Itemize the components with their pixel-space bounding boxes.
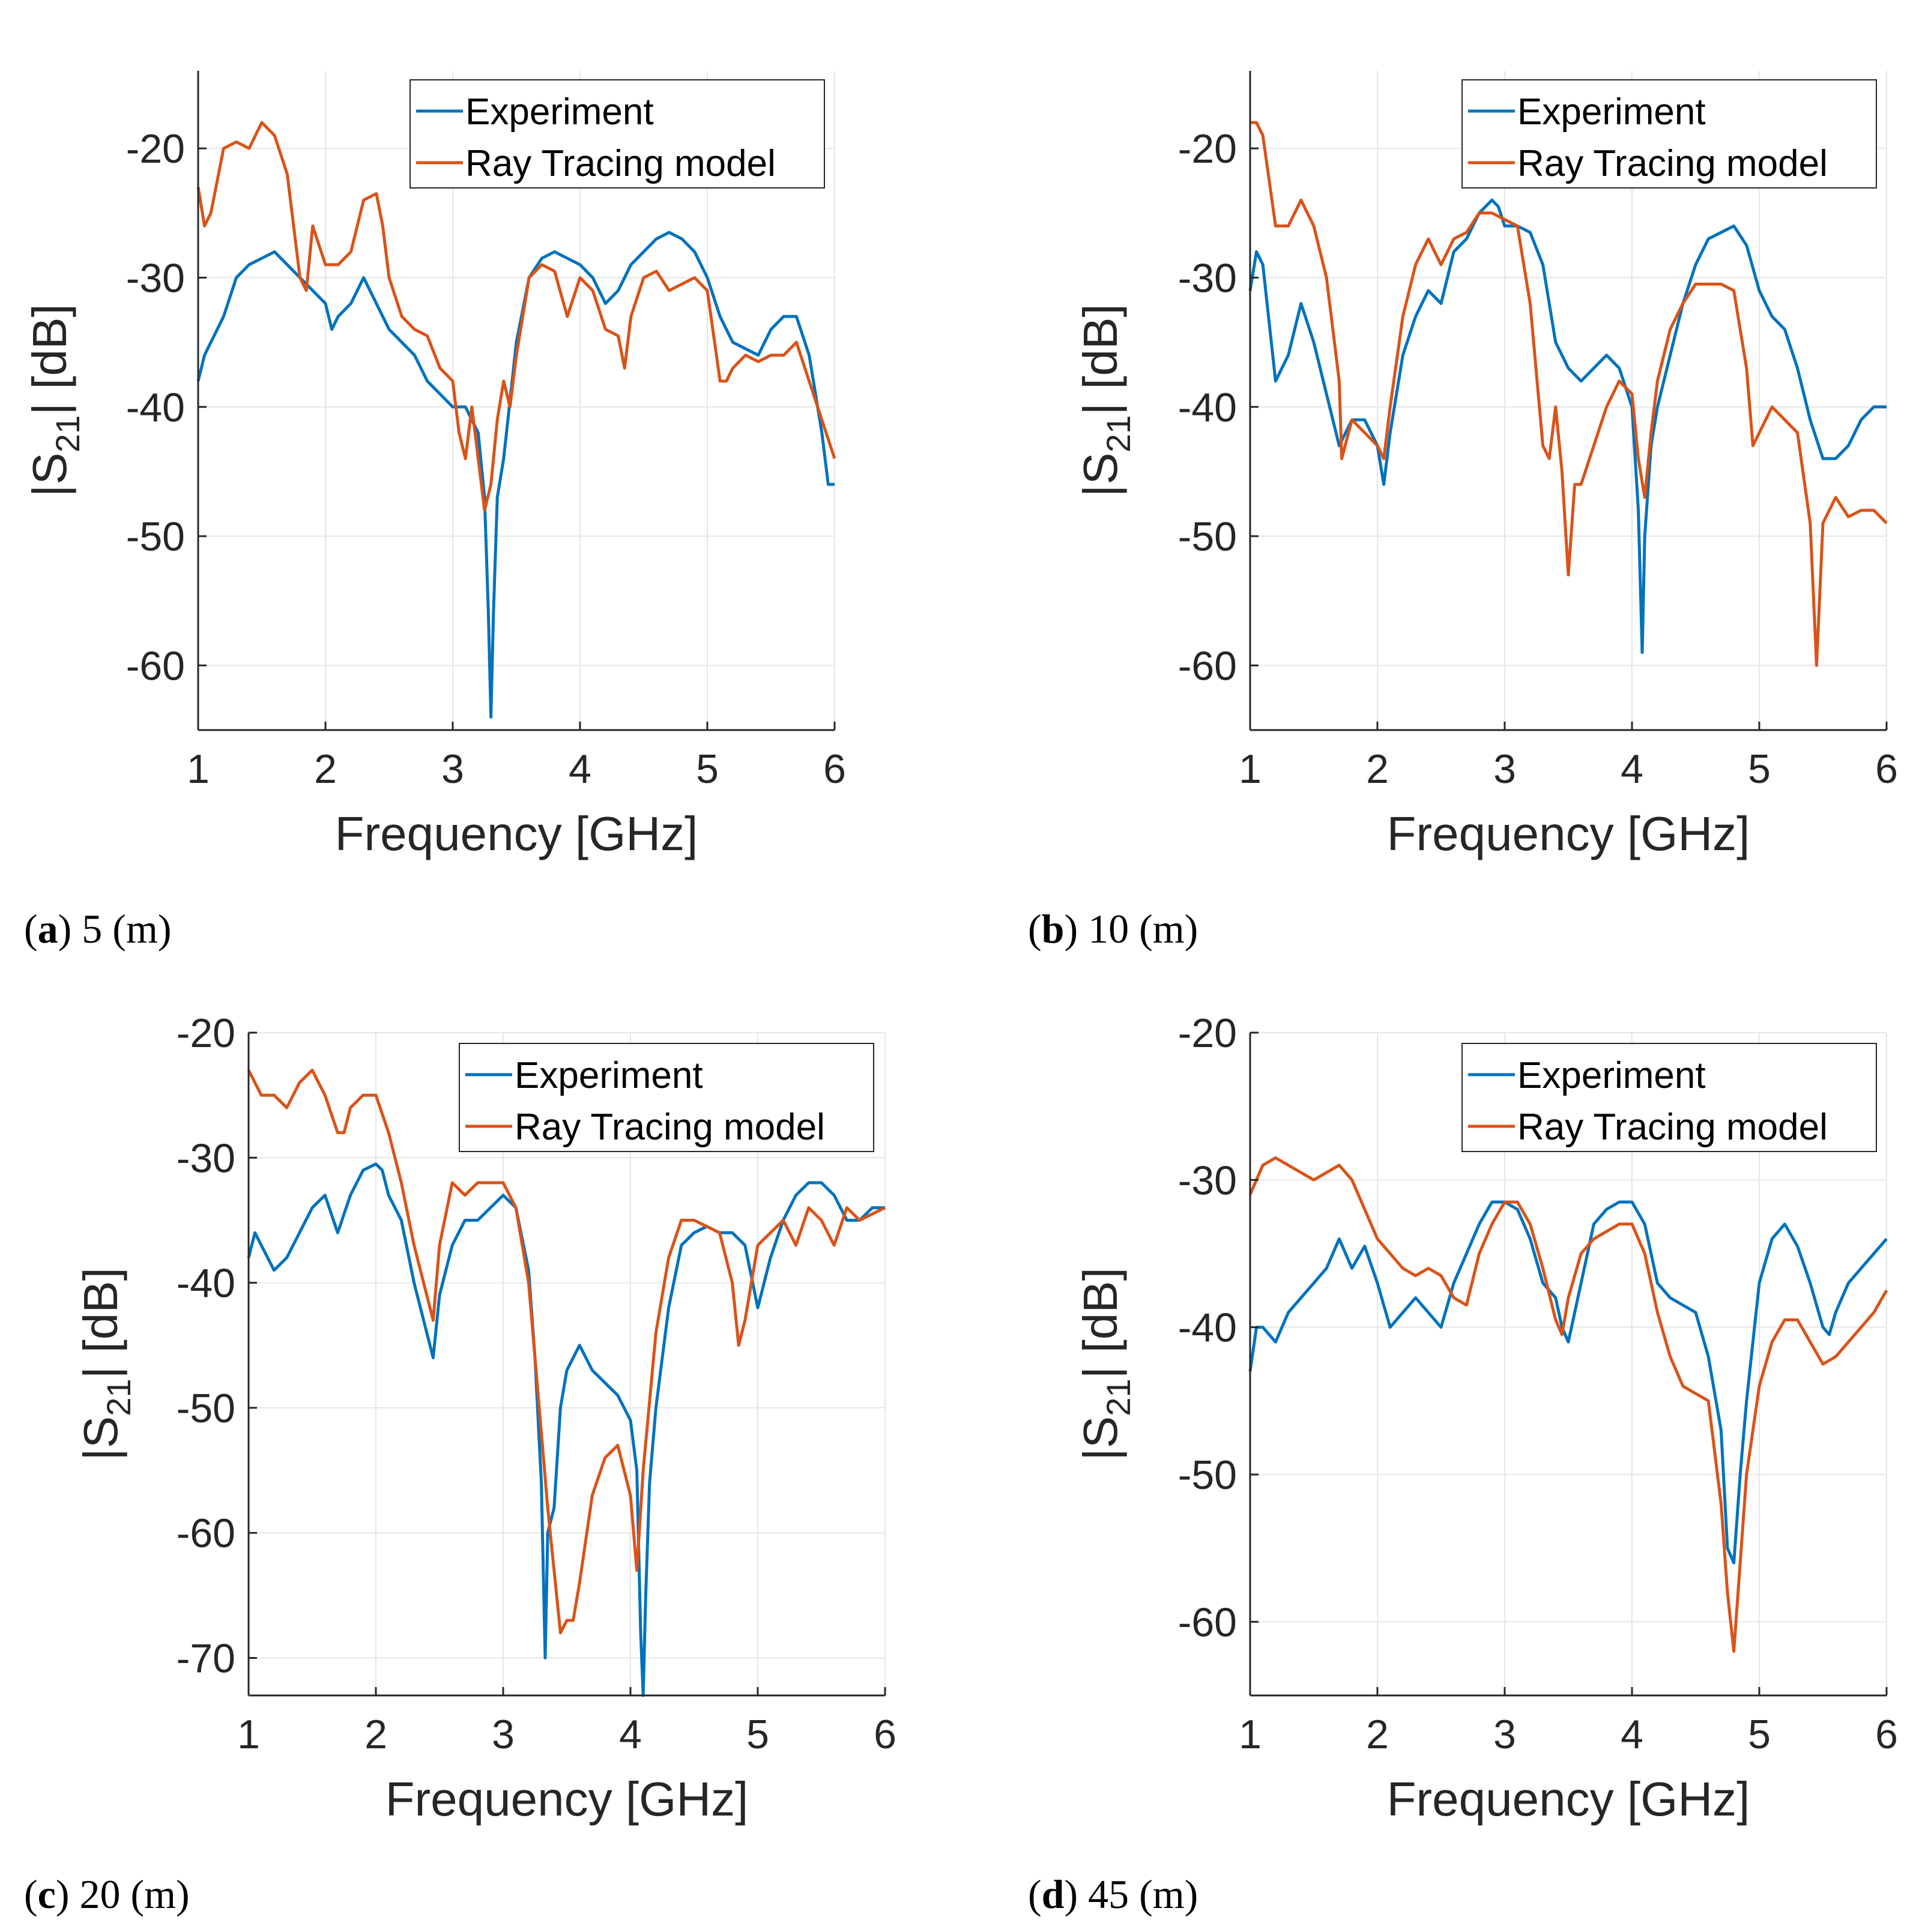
experiment-line [196, 231, 835, 719]
y-tick-label: -30 [126, 255, 185, 301]
x-tick-label: 1 [1239, 746, 1262, 792]
y-tick-label: -40 [1178, 1305, 1237, 1351]
ray-tracing-line [1248, 1156, 1888, 1653]
y-tick-label: -20 [1178, 126, 1237, 172]
x-tick-label: 2 [314, 746, 337, 792]
legend-label: Experiment [1517, 1055, 1706, 1096]
y-tick-label: -40 [126, 385, 185, 430]
y-tick-label: -40 [177, 1261, 235, 1306]
legend-label: Experiment [465, 91, 654, 133]
y-tick-label: -50 [1178, 1452, 1237, 1498]
x-axis-label: Frequency [GHz] [335, 807, 698, 860]
y-tick-label: -30 [1178, 1158, 1237, 1203]
legend-label: Experiment [1517, 91, 1706, 133]
y-tick-label: -50 [1178, 514, 1237, 560]
x-tick-label: 4 [569, 746, 591, 792]
panel-b: 1 2 3 4 5 6 -60 -50 -40 -30 -20 Frequency [GHz] |S21… [1028, 71, 1898, 952]
x-tick-label: 5 [1748, 746, 1771, 792]
x-tick-label: 6 [1875, 746, 1898, 792]
x-tick-label: 5 [746, 1712, 769, 1757]
x-tick-label: 3 [492, 1712, 515, 1757]
ray-tracing-line [247, 1069, 886, 1635]
panel-c: 1 2 3 4 5 6 -70 -60 -50 -40 -30 -20 Frequency [GHz] |… [24, 1010, 896, 1917]
y-axis-label: |S21| [dB] [1074, 1267, 1137, 1461]
y-tick-label: -20 [177, 1010, 235, 1056]
x-tick-label: 3 [441, 746, 464, 792]
x-tick-label: 3 [1493, 1712, 1516, 1757]
y-tick-label: -40 [1178, 385, 1237, 430]
legend-label: Experiment [515, 1055, 703, 1096]
x-tick-label: 2 [364, 1712, 387, 1757]
legend-label: Ray Tracing model [515, 1106, 825, 1148]
panel-d: 1 2 3 4 5 6 -60 -50 -40 -30 -20 Frequency [GHz] |S21… [1028, 1010, 1898, 1917]
y-tick-label: -20 [126, 126, 185, 172]
x-axis-label: Frequency [GHz] [1387, 1772, 1750, 1826]
y-tick-label: -60 [1178, 1599, 1237, 1645]
y-tick-label: -60 [1178, 643, 1237, 689]
legend-box [1461, 1043, 1877, 1152]
y-tick-label: -70 [177, 1636, 235, 1682]
x-tick-label: 1 [187, 746, 210, 792]
x-tick-label: 6 [1875, 1712, 1898, 1757]
x-tick-label: 1 [1239, 1712, 1262, 1757]
ray-tracing-line [196, 121, 836, 512]
x-tick-label: 4 [1621, 1712, 1643, 1757]
x-tick-label: 4 [619, 1712, 642, 1757]
y-tick-label: -30 [177, 1135, 235, 1181]
x-tick-label: 5 [1748, 1712, 1771, 1757]
panel-caption: (c) 20 (m) [24, 1871, 190, 1917]
y-axis-label: |S21| [dB] [1074, 304, 1137, 497]
panel-caption: (a) 5 (m) [24, 906, 171, 952]
panel-caption: (d) 45 (m) [1028, 1871, 1198, 1917]
x-tick-label: 1 [237, 1712, 260, 1757]
x-tick-label: 2 [1366, 1712, 1389, 1757]
experiment-line [247, 1162, 885, 1697]
ray-tracing-line [1250, 121, 1888, 667]
y-axis-label: |S21| [dB] [23, 304, 86, 497]
y-tick-label: -20 [1178, 1010, 1237, 1056]
x-tick-label: 4 [1621, 746, 1643, 792]
x-axis-label: Frequency [GHz] [1387, 807, 1750, 860]
legend-label: Ray Tracing model [1517, 1106, 1828, 1148]
y-tick-label: -30 [1178, 255, 1237, 301]
experiment-line [1248, 1200, 1888, 1565]
y-axis-label: |S21| [dB] [74, 1267, 138, 1461]
x-tick-label: 5 [696, 746, 719, 792]
panel-a: 1 2 3 4 5 6 -60 -50 -40 -30 -20 Frequency [GHz] |S21… [23, 71, 846, 952]
x-tick-label: 3 [1493, 746, 1516, 792]
x-tick-label: 6 [874, 1712, 896, 1757]
x-tick-label: 6 [823, 746, 846, 792]
legend-box [1461, 79, 1877, 189]
x-axis-label: Frequency [GHz] [385, 1772, 749, 1826]
legend-label: Ray Tracing model [1517, 143, 1828, 184]
y-tick-label: -60 [126, 643, 185, 689]
legend-label: Ray Tracing model [465, 143, 776, 184]
x-tick-label: 2 [1366, 746, 1389, 792]
y-tick-label: -60 [177, 1511, 235, 1556]
panel-caption: (b) 10 (m) [1028, 906, 1198, 952]
legend-box [409, 79, 825, 189]
y-tick-label: -50 [126, 514, 185, 560]
legend-box [459, 1043, 874, 1152]
y-tick-label: -50 [177, 1386, 235, 1431]
